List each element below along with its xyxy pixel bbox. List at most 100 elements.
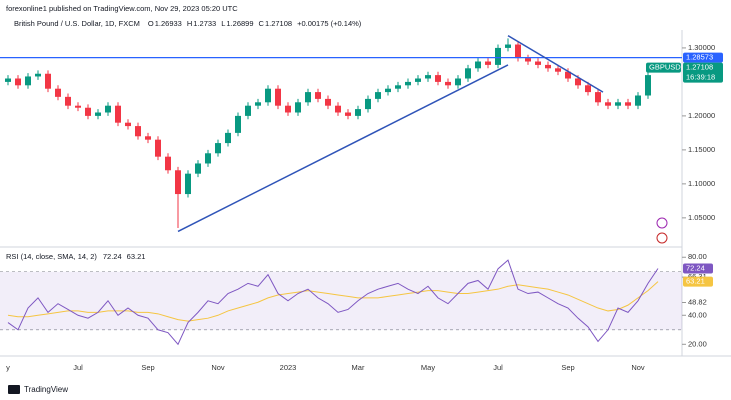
candle-body (375, 92, 381, 99)
price-tick-label: 1.10000 (688, 179, 715, 188)
candle-body (225, 132, 231, 144)
candle-body (305, 92, 311, 103)
time-tick-label: Jul (493, 363, 503, 372)
candle-body (285, 105, 291, 113)
candle-body (195, 163, 201, 174)
candle-body (245, 105, 251, 116)
candle-body (465, 68, 471, 79)
brand: TradingView (24, 385, 68, 394)
candle-body (15, 78, 21, 86)
candle-body (115, 105, 121, 123)
candle-body (295, 102, 301, 113)
candle-body (625, 102, 631, 106)
time-tick-label: Jul (73, 363, 83, 372)
time-tick-label: Mar (352, 363, 365, 372)
price-tick-label: 1.15000 (688, 145, 715, 154)
level-badge-text: 1.28573 (686, 53, 713, 62)
candle-body (555, 68, 561, 72)
price-tick-label: 1.30000 (688, 43, 715, 52)
candle-body (405, 81, 411, 86)
price-tick-label: 1.05000 (688, 213, 715, 222)
candle-body (485, 61, 491, 65)
rsi-badge-text: 72.24 (686, 263, 705, 272)
symbol-title: British Pound / U.S. Dollar, 1D, FXCM (14, 19, 140, 28)
candle-body (155, 139, 161, 157)
rsi-title: RSI (14, close, SMA, 14, 2) (6, 252, 97, 261)
candle-body (325, 98, 331, 106)
candle-body (645, 75, 651, 96)
time-tick-label: Sep (561, 363, 574, 372)
candle-body (565, 71, 571, 79)
candle-body (165, 156, 171, 171)
candle-body (475, 61, 481, 69)
trend-line (177, 64, 509, 233)
ohlc-value: 1.26899 (226, 19, 253, 28)
rsi-badge-text: 63.21 (686, 277, 705, 286)
candle-body (145, 136, 151, 140)
candle-body (615, 102, 621, 106)
flag-icon (656, 232, 668, 244)
time-tick-label: y (6, 363, 10, 372)
rsi-tick-label: 40.00 (688, 310, 707, 319)
candle-body (65, 96, 71, 106)
candle-body (55, 88, 61, 97)
rsi-tick-label: 20.00 (688, 339, 707, 348)
candle-body (255, 102, 261, 106)
time-tick-label: May (421, 363, 435, 372)
ohlc-letter: C (259, 19, 265, 28)
logo-icon (8, 385, 20, 394)
countdown-text: 16:39:18 (686, 73, 715, 82)
rsi-tick-label: 80.00 (688, 252, 707, 261)
time-tick-label: Nov (211, 363, 225, 372)
rsi-band (0, 271, 682, 330)
candle-body (25, 76, 31, 86)
rsi-legend-value: 63.21 (127, 252, 146, 261)
candle-body (105, 105, 111, 113)
trend-line (507, 35, 604, 93)
ohlc-value: 1.27108 (265, 19, 292, 28)
candle-body (275, 88, 281, 106)
price-badge (683, 62, 723, 83)
candle-body (525, 58, 531, 62)
candle-body (85, 107, 91, 116)
publisher: forexonline1 published on TradingView.co… (6, 4, 238, 13)
candle-body (545, 64, 551, 69)
candle-body (495, 47, 501, 65)
candle-body (235, 115, 241, 133)
level-badge (683, 52, 723, 63)
candle-body (45, 73, 51, 89)
candle-body (425, 75, 431, 79)
event-icon (656, 217, 668, 229)
candle-body (175, 170, 181, 195)
symbol-badge (646, 62, 681, 73)
rsi-line (7, 281, 659, 322)
candle-body (455, 78, 461, 86)
symbol-badge-text: GBPUSD (649, 63, 681, 72)
candle-body (445, 81, 451, 86)
candle-body (535, 61, 541, 65)
candle-body (215, 143, 221, 154)
candle-body (75, 105, 81, 108)
candle-body (355, 109, 361, 116)
candle-body (315, 92, 321, 99)
candle-body (395, 85, 401, 89)
candle-body (135, 126, 141, 137)
rsi-badge (683, 276, 713, 287)
candle-body (585, 85, 591, 93)
candle-body (505, 44, 511, 48)
rsi-legend-value: 72.24 (103, 252, 122, 261)
rsi-tick-label: 66.31 (688, 272, 707, 281)
candle-body (365, 98, 371, 110)
candle-body (385, 88, 391, 93)
candle-body (595, 92, 601, 103)
candle-body (575, 78, 581, 86)
candle-body (605, 102, 611, 106)
ohlc-letter: O (148, 19, 154, 28)
price-tick-label: 1.20000 (688, 111, 715, 120)
candle-body (515, 44, 521, 59)
ohlc-value: 1.2733 (193, 19, 216, 28)
candle-body (635, 95, 641, 106)
candle-body (415, 78, 421, 82)
